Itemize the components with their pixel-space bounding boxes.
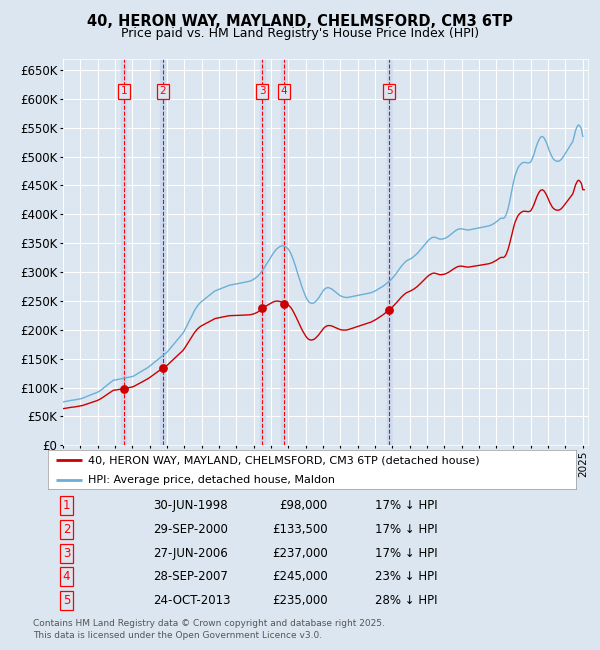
Text: 24-OCT-2013: 24-OCT-2013 (154, 594, 231, 607)
Text: £235,000: £235,000 (272, 594, 328, 607)
Point (257, 304, 267, 314)
Text: 2: 2 (63, 523, 70, 536)
Text: 17% ↓ HPI: 17% ↓ HPI (376, 499, 438, 512)
Text: 40, HERON WAY, MAYLAND, CHELMSFORD, CM3 6TP (detached house): 40, HERON WAY, MAYLAND, CHELMSFORD, CM3 … (88, 455, 479, 465)
Text: 3: 3 (259, 86, 266, 96)
Text: 29-SEP-2000: 29-SEP-2000 (154, 523, 229, 536)
Text: 28-SEP-2007: 28-SEP-2007 (154, 570, 229, 583)
Bar (160, 58, 165, 445)
Text: 4: 4 (63, 570, 70, 583)
Text: 17% ↓ HPI: 17% ↓ HPI (376, 547, 438, 560)
Bar (281, 58, 287, 445)
Text: HPI: Average price, detached house, Maldon: HPI: Average price, detached house, Mald… (88, 474, 335, 485)
Text: 30-JUN-1998: 30-JUN-1998 (154, 499, 228, 512)
Text: £98,000: £98,000 (280, 499, 328, 512)
Point (385, 304, 394, 315)
Text: 2: 2 (160, 86, 166, 96)
Text: £237,000: £237,000 (272, 547, 328, 560)
Bar (260, 58, 265, 445)
Text: 4: 4 (281, 86, 287, 96)
Text: £133,500: £133,500 (272, 523, 328, 536)
Point (158, 363, 167, 373)
Point (279, 298, 289, 309)
Bar (386, 58, 392, 445)
Text: 27-JUN-2006: 27-JUN-2006 (154, 547, 229, 560)
Text: Price paid vs. HM Land Registry's House Price Index (HPI): Price paid vs. HM Land Registry's House … (121, 27, 479, 40)
Text: 3: 3 (63, 547, 70, 560)
Text: 17% ↓ HPI: 17% ↓ HPI (376, 523, 438, 536)
Text: 1: 1 (121, 86, 127, 96)
Text: 1: 1 (63, 499, 70, 512)
Text: 5: 5 (63, 594, 70, 607)
Text: 5: 5 (386, 86, 392, 96)
Point (119, 384, 128, 394)
Text: Contains HM Land Registry data © Crown copyright and database right 2025.
This d: Contains HM Land Registry data © Crown c… (33, 619, 385, 640)
Text: 40, HERON WAY, MAYLAND, CHELMSFORD, CM3 6TP: 40, HERON WAY, MAYLAND, CHELMSFORD, CM3 … (87, 14, 513, 29)
Text: 23% ↓ HPI: 23% ↓ HPI (376, 570, 438, 583)
Text: £245,000: £245,000 (272, 570, 328, 583)
Text: 28% ↓ HPI: 28% ↓ HPI (376, 594, 438, 607)
Bar (121, 58, 126, 445)
